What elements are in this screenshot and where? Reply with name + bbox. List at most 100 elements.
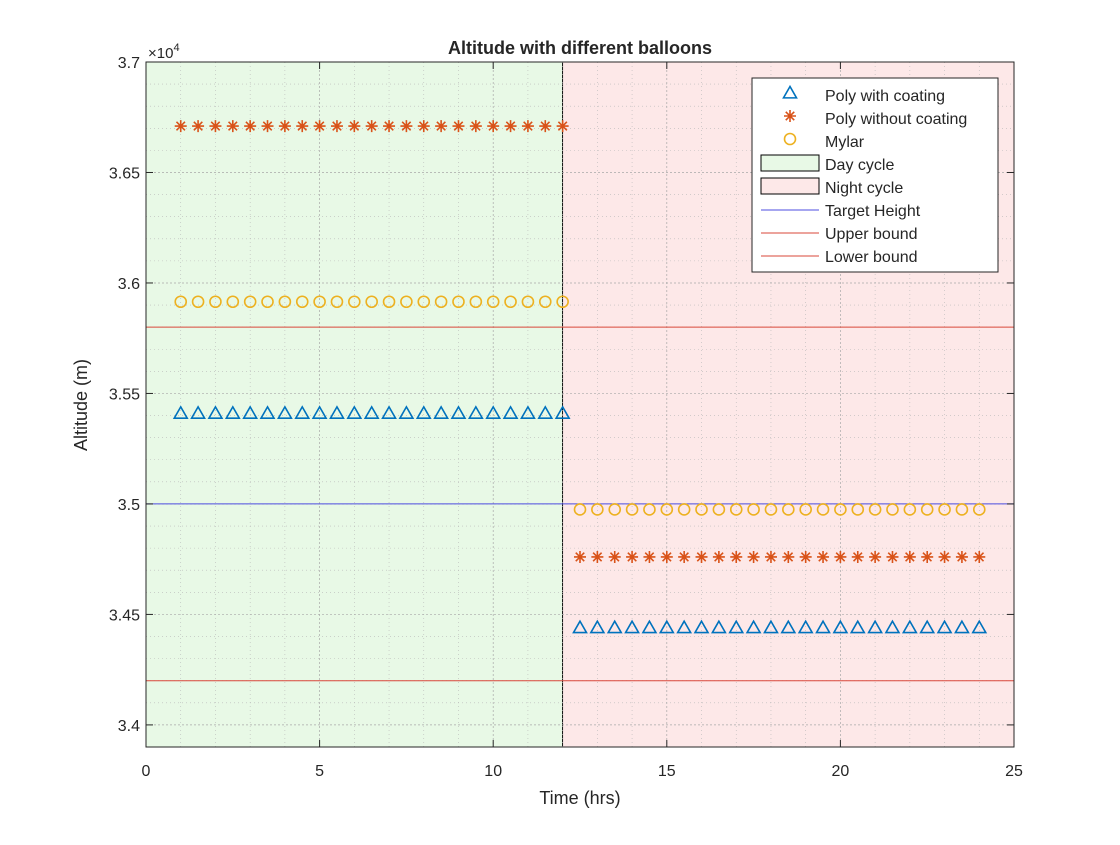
plot-area-border: [145, 61, 1015, 748]
data-point: [296, 120, 309, 133]
legend-label: Lower bound: [825, 249, 918, 266]
x-tick-label: 10: [484, 763, 502, 780]
data-point: [573, 503, 587, 516]
data-point: [920, 503, 934, 516]
data-point: [747, 550, 760, 563]
y-tick-label: 3.45: [109, 607, 140, 624]
data-point: [174, 295, 188, 309]
y-tick-label: 3.55: [109, 386, 140, 403]
data-point: [226, 120, 239, 133]
data-point: [869, 550, 882, 563]
data-point: [676, 619, 693, 634]
data-point: [901, 619, 918, 634]
data-point: [849, 619, 866, 634]
data-point: [537, 405, 554, 420]
tick-labels: 0 5 10 15 20 25 3.4 3.45 3.5 3.55 3.6 3.65 3.7: [109, 55, 1023, 780]
data-point: [450, 405, 467, 420]
data-point: [641, 619, 658, 634]
data-point: [452, 295, 465, 309]
data-point: [313, 295, 326, 309]
legend-item-target-height: Target Height: [761, 203, 921, 220]
legend-label: Mylar: [825, 134, 865, 151]
data-point: [259, 405, 276, 420]
data-point: [521, 120, 534, 133]
data-point: [398, 405, 415, 420]
data-point: [886, 503, 899, 516]
data-point: [278, 120, 291, 133]
x-tick-label: 0: [142, 763, 151, 780]
data-point: [817, 550, 830, 563]
data-point: [745, 619, 762, 634]
data-point: [209, 295, 222, 309]
data-point: [243, 295, 257, 309]
data-point: [764, 503, 778, 516]
x-axis-label: Time (hrs): [539, 788, 620, 808]
data-point: [174, 120, 187, 133]
data-point: [554, 405, 571, 420]
data-point: [226, 295, 240, 309]
data-point: [955, 550, 968, 563]
legend-label: Night cycle: [825, 180, 903, 197]
data-point: [348, 295, 361, 309]
y-exponent-power: 4: [173, 42, 179, 54]
data-point: [815, 619, 831, 634]
series-mylar: [174, 295, 986, 516]
y-tick-label: 3.6: [118, 276, 140, 293]
data-point: [919, 619, 936, 634]
x-tick-label: 5: [315, 763, 324, 780]
data-point: [556, 295, 569, 309]
x-tick-label: 20: [832, 763, 850, 780]
data-point: [695, 550, 708, 563]
data-point: [954, 619, 970, 634]
data-point: [867, 619, 883, 634]
data-point: [400, 295, 413, 309]
data-point: [921, 550, 934, 563]
data-point: [311, 405, 328, 420]
data-point: [242, 405, 259, 420]
data-point: [224, 405, 241, 420]
data-point: [172, 405, 189, 420]
data-point: [728, 619, 745, 634]
data-point: [712, 503, 726, 516]
region-day-cycle: [145, 61, 564, 748]
data-point: [747, 503, 760, 516]
data-point: [329, 405, 345, 420]
data-point: [190, 405, 206, 420]
data-point: [504, 295, 517, 309]
data-point: [938, 550, 951, 563]
data-point: [572, 619, 588, 634]
data-point: [816, 503, 830, 516]
data-point: [625, 503, 639, 516]
data-point: [382, 295, 396, 309]
data-point: [938, 503, 951, 516]
y-tick-label: 3.5: [118, 497, 140, 514]
legend-item-night-cycle: Night cycle: [760, 177, 903, 197]
legend-label: Poly without coating: [825, 111, 967, 128]
data-point: [799, 503, 812, 516]
data-point: [643, 503, 656, 516]
data-point: [574, 550, 586, 563]
data-point: [677, 503, 691, 516]
series-poly-without-coating: [174, 120, 986, 563]
legend-swatch: [760, 154, 820, 172]
data-point: [643, 550, 656, 563]
data-point: [330, 295, 344, 309]
y-exponent-label: ×104: [148, 42, 180, 62]
data-point: [712, 550, 725, 563]
data-point: [764, 550, 777, 563]
data-point: [624, 619, 640, 634]
data-point: [261, 120, 274, 133]
legend: Poly with coating Poly without coating Myl…: [751, 77, 999, 273]
data-point: [417, 295, 431, 309]
data-point: [660, 550, 673, 563]
data-point: [693, 619, 710, 634]
data-point: [678, 550, 691, 563]
x-tick-label: 25: [1005, 763, 1023, 780]
legend-item-mylar: Mylar: [783, 132, 865, 151]
data-point: [955, 503, 969, 516]
data-point: [330, 120, 343, 133]
data-point: [209, 120, 222, 133]
data-point: [365, 120, 378, 133]
